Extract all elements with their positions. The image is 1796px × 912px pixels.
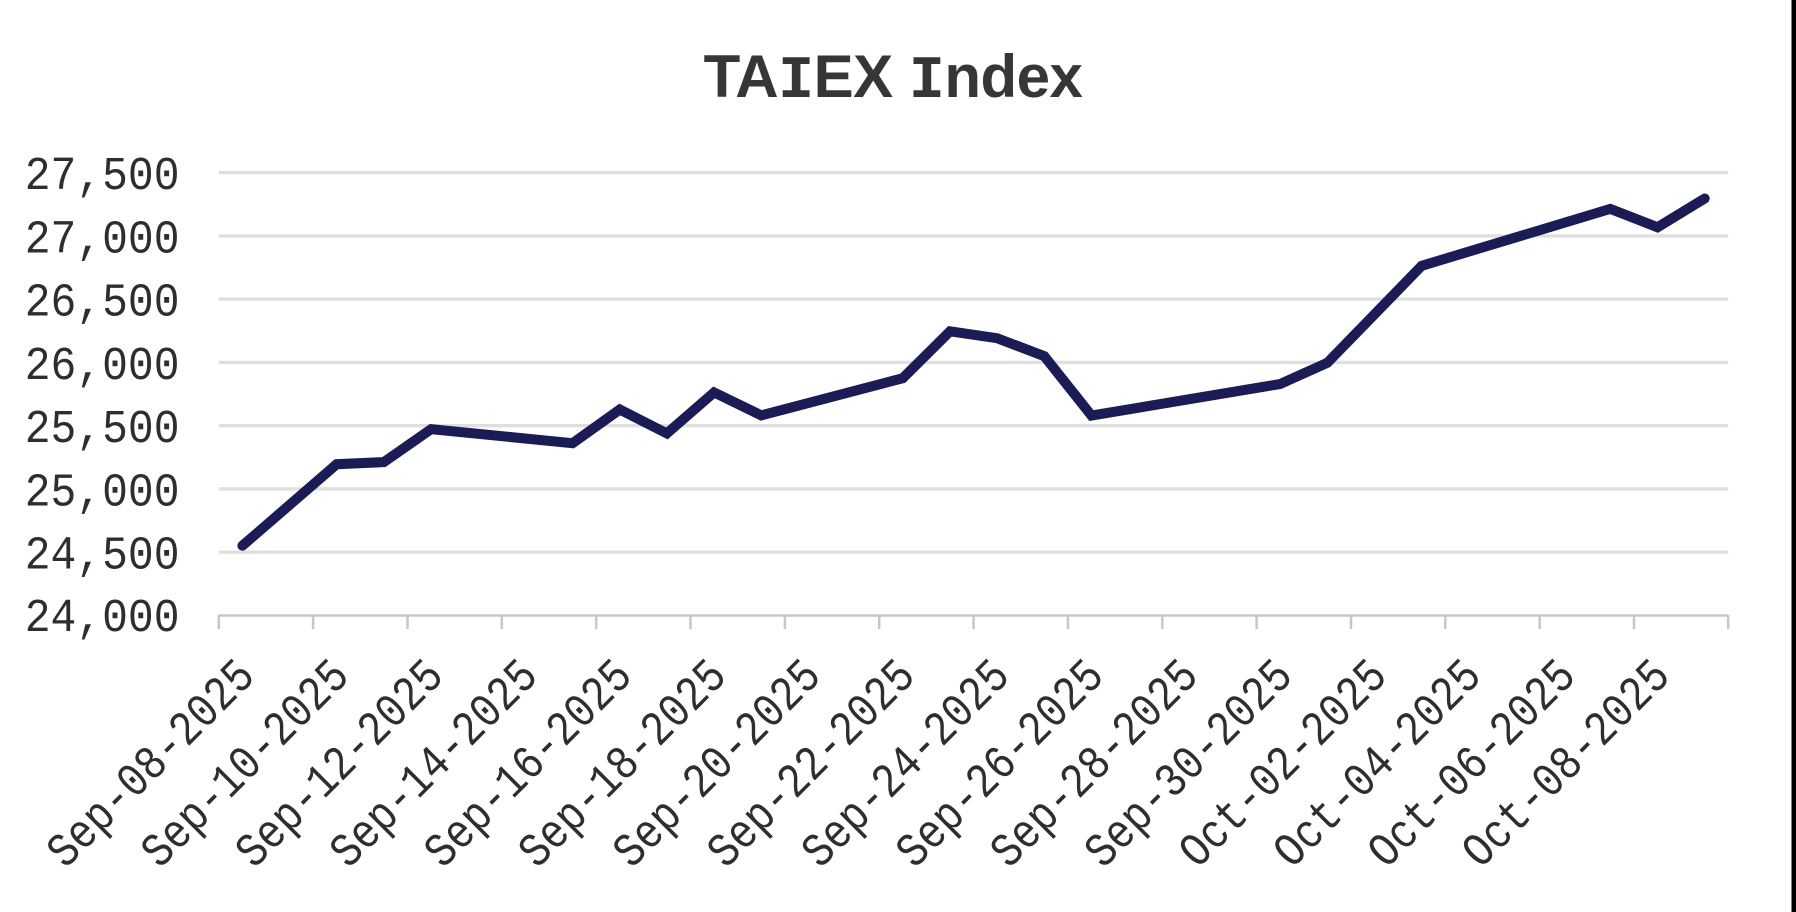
svg-text:25,000: 25,000 bbox=[25, 465, 180, 520]
svg-text:27,500: 27,500 bbox=[25, 149, 180, 204]
svg-text:26,500: 26,500 bbox=[25, 276, 180, 331]
svg-text:24,000: 24,000 bbox=[25, 591, 180, 646]
svg-text:24,500: 24,500 bbox=[25, 529, 180, 584]
svg-text:26,000: 26,000 bbox=[25, 339, 180, 394]
svg-text:25,500: 25,500 bbox=[25, 402, 180, 457]
svg-text:27,000: 27,000 bbox=[25, 212, 180, 267]
svg-text:TAIEX Index: TAIEX Index bbox=[704, 43, 1083, 116]
